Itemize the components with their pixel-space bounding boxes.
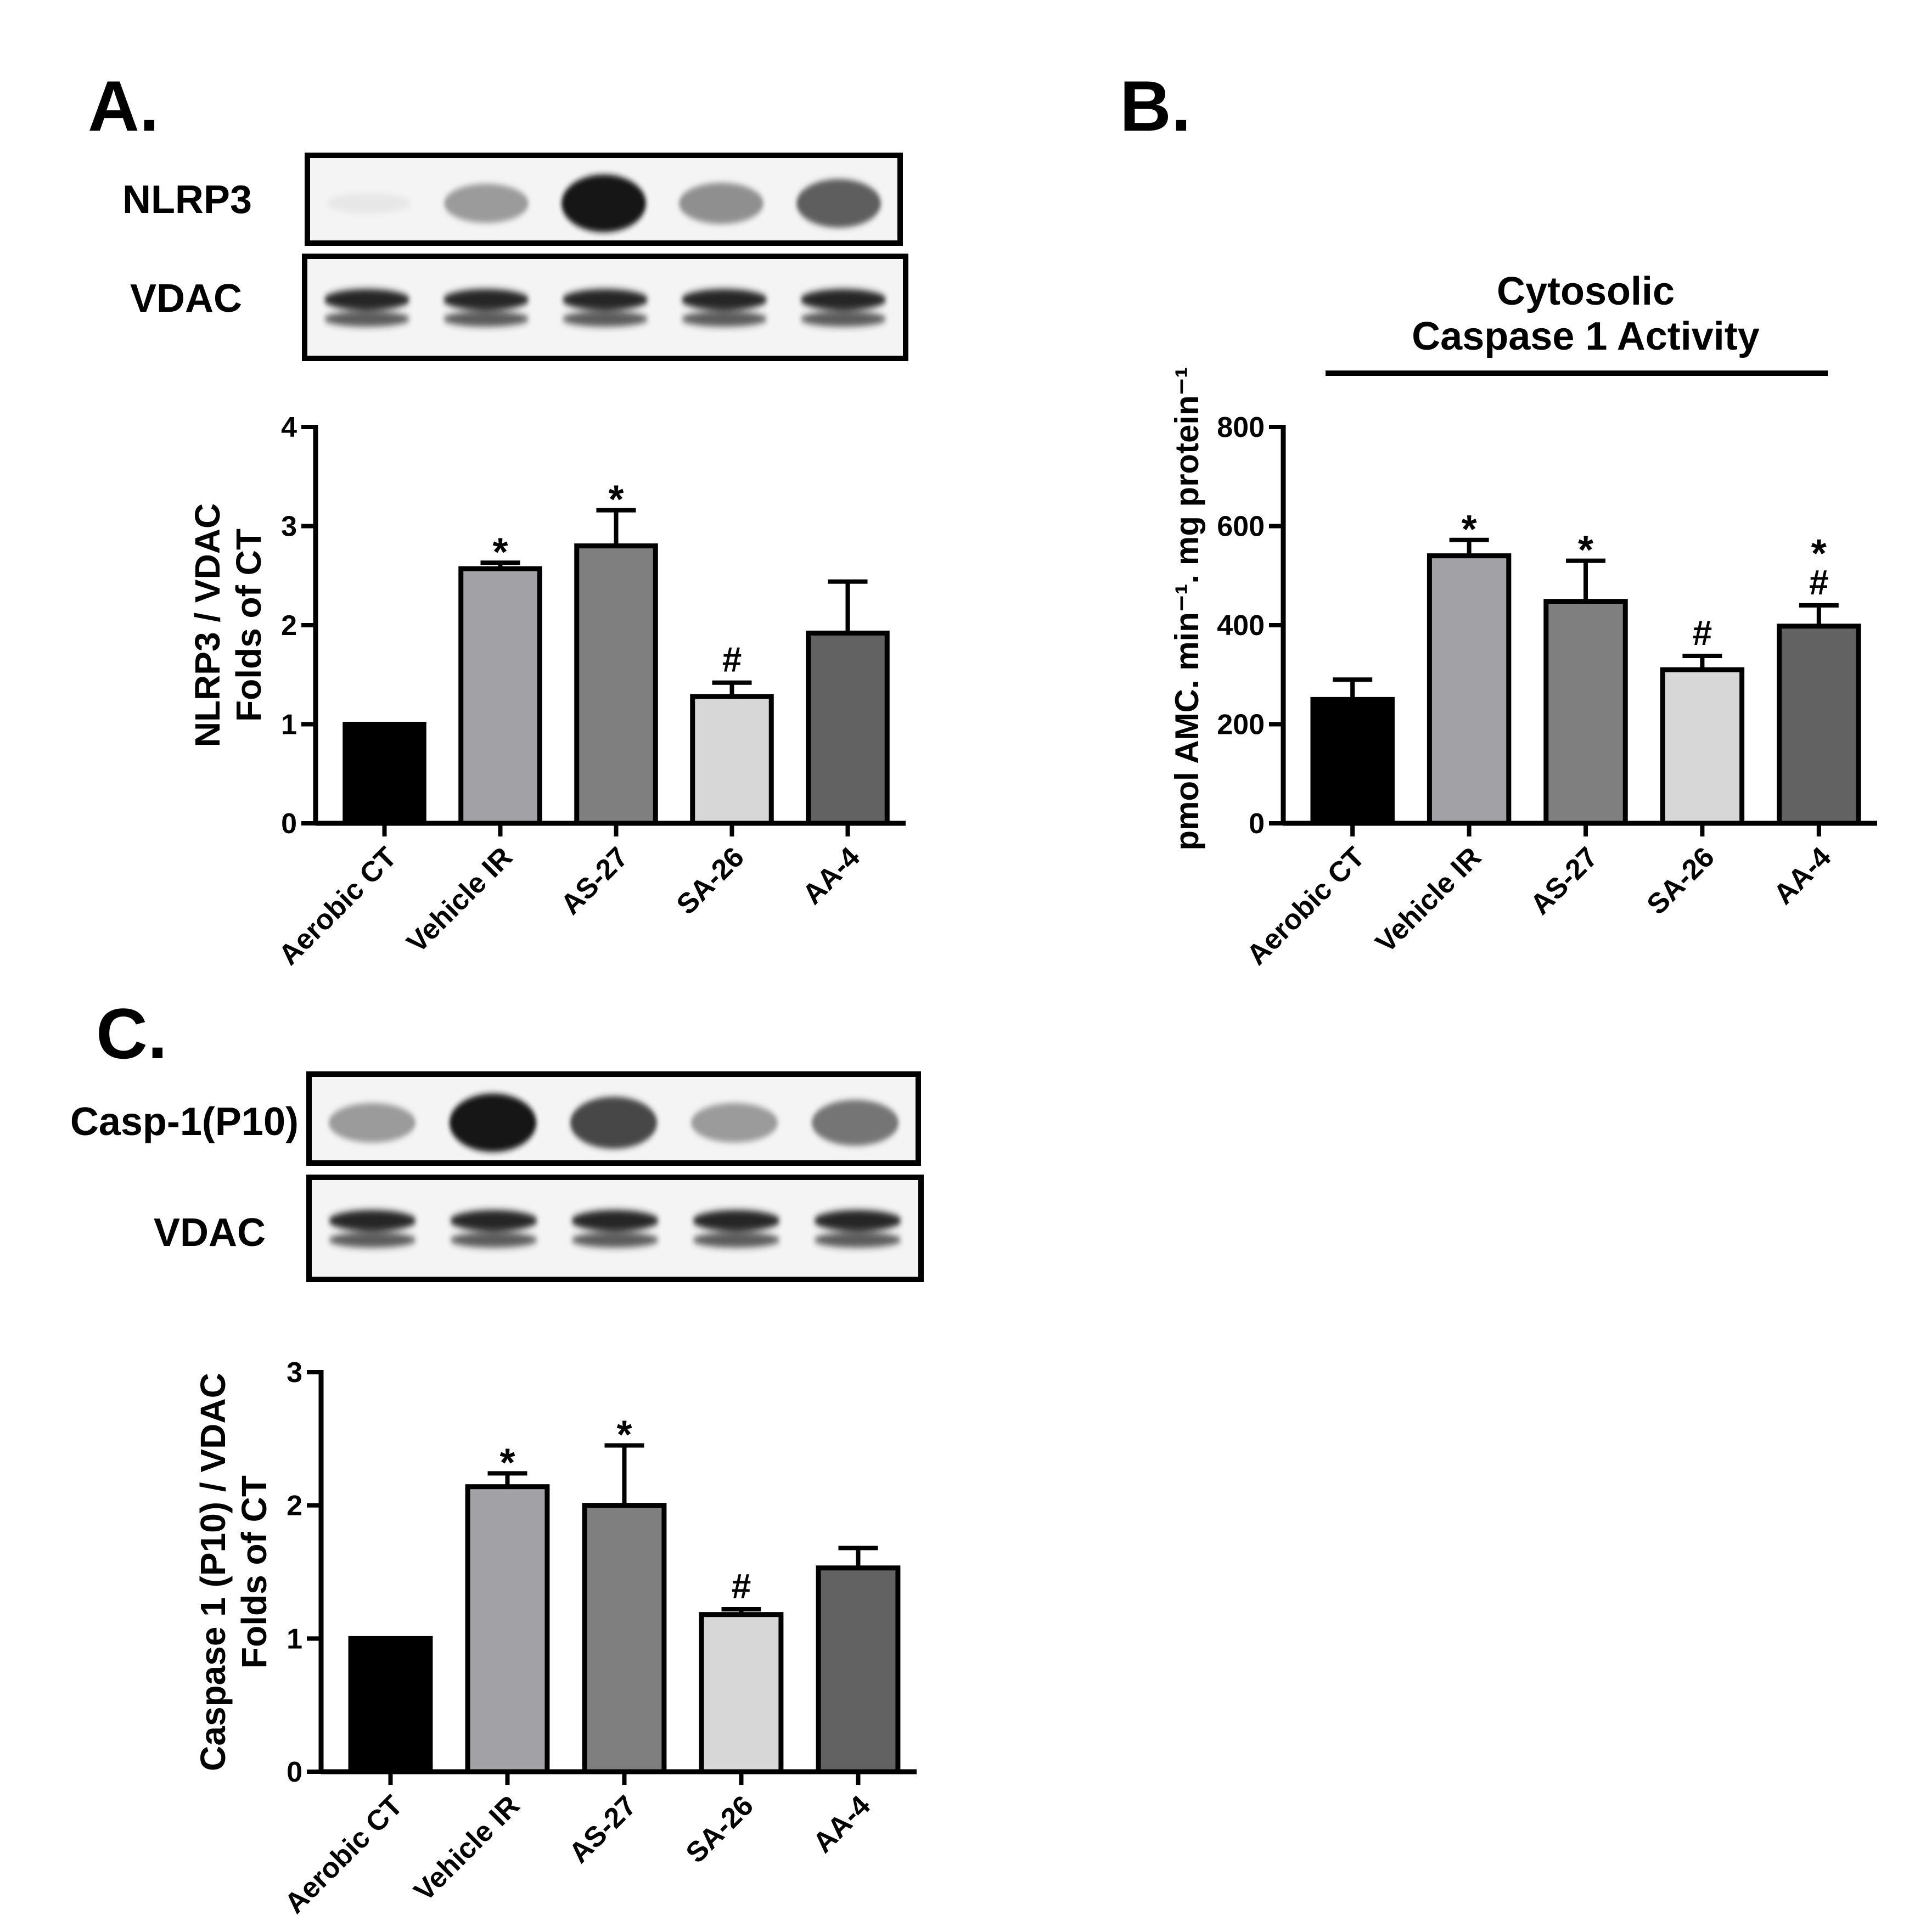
y-tick-label-4: 800 (1217, 412, 1265, 443)
blot-band-lane-2 (449, 1093, 537, 1152)
blot-band-lane-3 (561, 175, 647, 232)
significance-marker-2: * (499, 1441, 515, 1485)
western-blot-nlrp3 (305, 153, 903, 246)
significance-marker-2: * (1462, 508, 1477, 552)
bar-3 (1543, 599, 1628, 826)
y-tick-label-1: 1 (281, 709, 297, 741)
y-tick-label-0: 0 (1249, 808, 1265, 840)
y-tick-label-1: 200 (1217, 709, 1265, 741)
blot-band-lane-2 (450, 1210, 538, 1248)
bar-3 (574, 543, 658, 826)
blot-band-lane-1 (328, 1103, 416, 1143)
western-blot-vdac-c (306, 1175, 924, 1282)
x-tick-label-5: AA-4 (807, 1789, 877, 1859)
significance-marker-3: * (1578, 529, 1593, 572)
blot-band-lane-3 (570, 1097, 658, 1149)
x-tick-label-1: Aerobic CT (279, 1789, 409, 1919)
y-axis-label-2: Folds of CT (229, 529, 268, 722)
y-tick-label-2: 2 (281, 610, 297, 642)
bar-2 (465, 1484, 550, 1774)
western-blot-vdac-a (302, 254, 908, 361)
panel-c-letter: C. (96, 993, 167, 1074)
panel-a-letter: A. (88, 66, 159, 146)
bar-1 (348, 1636, 433, 1774)
blot-band-lane-5 (811, 1099, 899, 1146)
y-tick-label-3: 3 (281, 511, 297, 543)
y-axis-label-2: Folds of CT (234, 1475, 274, 1669)
blot-band-lane-5 (813, 1210, 902, 1248)
blot-band-lane-2 (443, 183, 529, 223)
y-tick-label-1: 1 (287, 1623, 302, 1655)
y-axis-label-1: Caspase 1 (P10) / VDAC (193, 1373, 233, 1771)
y-tick-label-2: 2 (287, 1490, 302, 1522)
significance-marker-5: # (1809, 563, 1829, 602)
blot-label-nlrp3: NLRP3 (122, 178, 252, 222)
blot-label-vdac-c: VDAC (153, 1211, 266, 1255)
x-tick-label-4: SA-26 (680, 1789, 760, 1869)
blot-band-lane-4 (692, 1210, 780, 1248)
chart-title-line-2: Caspase 1 Activity (1412, 314, 1760, 358)
blot-band-lane-4 (681, 289, 767, 327)
bar-4 (699, 1612, 784, 1774)
panel-b-letter: B. (1120, 66, 1191, 146)
significance-marker-3: * (616, 1413, 632, 1457)
blot-band-lane-4 (690, 1103, 778, 1143)
x-tick-label-3: AS-27 (563, 1789, 643, 1869)
bar-2 (1427, 553, 1512, 826)
blot-band-lane-5 (800, 289, 886, 327)
significance-marker-5: * (1811, 532, 1827, 576)
blot-label-casp1: Casp-1(P10) (70, 1100, 299, 1144)
significance-marker-4: # (722, 640, 742, 679)
significance-marker-3: * (608, 478, 624, 522)
y-tick-label-2: 400 (1217, 610, 1265, 642)
blot-band-lane-3 (562, 289, 648, 327)
significance-marker-4: # (1693, 613, 1712, 653)
blot-band-lane-1 (326, 193, 412, 214)
y-axis-label: pmol AMC. min⁻¹. mg protein⁻¹ (1169, 367, 1205, 850)
significance-marker-2: * (492, 530, 508, 574)
y-tick-label-3: 600 (1217, 511, 1265, 543)
blot-band-lane-3 (571, 1210, 659, 1248)
y-tick-label-3: 3 (287, 1357, 302, 1389)
y-axis-label-1: NLRP3 / VDAC (188, 503, 227, 748)
y-tick-label-0: 0 (287, 1756, 302, 1788)
y-tick-label-4: 4 (281, 412, 297, 443)
blot-band-lane-2 (443, 289, 529, 327)
chart-title-line-1: Cytosolic (1497, 269, 1675, 313)
blot-band-lane-1 (324, 289, 410, 327)
bar-3 (582, 1503, 667, 1774)
significance-marker-4: # (732, 1566, 751, 1606)
blot-band-lane-1 (328, 1210, 417, 1248)
blot-label-vdac-a: VDAC (130, 277, 242, 321)
blot-band-lane-5 (796, 179, 881, 228)
y-tick-label-0: 0 (281, 808, 297, 840)
western-blot-casp1 (306, 1071, 921, 1166)
x-tick-label-2: Vehicle IR (408, 1789, 526, 1907)
blot-band-lane-4 (678, 183, 764, 224)
bar-5 (816, 1565, 901, 1774)
